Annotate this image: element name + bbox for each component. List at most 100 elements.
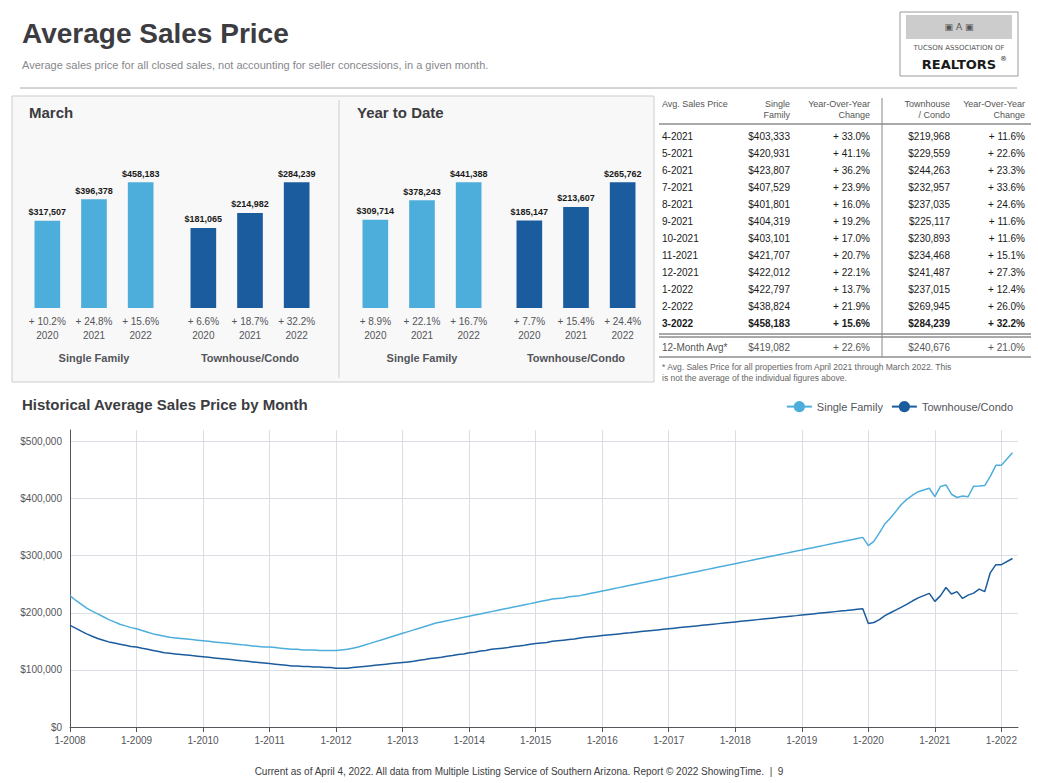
svg-text:+ 24.4%: + 24.4% [604,316,641,327]
svg-text:1-2009: 1-2009 [121,735,153,746]
svg-text:2-2022: 2-2022 [662,301,694,312]
svg-text:+ 15.4%: + 15.4% [558,316,595,327]
svg-text:+ 11.6%: + 11.6% [989,216,1025,227]
svg-text:Change: Change [993,110,1025,120]
svg-text:▣ A ▣: ▣ A ▣ [945,22,974,32]
svg-text:$237,035: $237,035 [908,199,950,210]
svg-text:1-2011: 1-2011 [254,735,285,746]
svg-text:+ 21.9%: + 21.9% [833,301,870,312]
svg-text:$269,945: $269,945 [908,301,950,312]
svg-text:+ 15.1%: + 15.1% [988,250,1025,261]
svg-text:$421,707: $421,707 [748,250,790,261]
svg-text:Average Sales Price: Average Sales Price [22,18,289,49]
svg-text:5-2021: 5-2021 [662,148,694,159]
svg-text:+ 15.6%: + 15.6% [122,316,159,327]
svg-text:1-2021: 1-2021 [919,735,951,746]
svg-text:$438,824: $438,824 [748,301,790,312]
svg-text:+ 33.6%: + 33.6% [988,182,1025,193]
svg-text:2022: 2022 [458,330,481,341]
svg-text:$401,801: $401,801 [748,199,790,210]
svg-text:+ 10.2%: + 10.2% [29,316,66,327]
svg-text:1-2019: 1-2019 [786,735,818,746]
svg-text:Townhouse/Condo: Townhouse/Condo [527,352,625,364]
svg-text:+ 20.7%: + 20.7% [833,250,870,261]
svg-text:+ 22.1%: + 22.1% [833,267,870,278]
svg-text:Historical Average Sales Price: Historical Average Sales Price by Month [22,396,308,413]
svg-text:+ 12.4%: + 12.4% [988,284,1025,295]
svg-text:Year-Over-Year: Year-Over-Year [963,99,1025,109]
svg-text:$234,468: $234,468 [908,250,950,261]
svg-text:$396,378: $396,378 [75,186,113,196]
svg-text:$458,183: $458,183 [748,318,790,329]
svg-text:4-2021: 4-2021 [662,131,694,142]
svg-text:$309,714: $309,714 [357,206,395,216]
svg-text:1-2017: 1-2017 [653,735,685,746]
svg-text:1-2014: 1-2014 [454,735,486,746]
svg-text:+ 32.2%: + 32.2% [988,318,1025,329]
svg-text:3-2022: 3-2022 [662,318,694,329]
svg-text:$419,082: $419,082 [748,342,790,353]
svg-text:$219,968: $219,968 [908,131,950,142]
svg-text:+ 15.6%: + 15.6% [833,318,870,329]
svg-text:$300,000: $300,000 [20,550,62,561]
svg-text:1-2022: 1-2022 [662,284,694,295]
svg-text:Single: Single [765,99,790,109]
svg-text:is not the average of the indi: is not the average of the individual fig… [662,373,847,383]
svg-text:$500,000: $500,000 [20,436,62,447]
svg-text:1-2013: 1-2013 [387,735,419,746]
svg-text:Average sales price for all cl: Average sales price for all closed sales… [22,59,488,71]
svg-text:REALTORS: REALTORS [922,57,996,72]
svg-text:$232,957: $232,957 [908,182,950,193]
svg-text:2022: 2022 [130,330,153,341]
svg-text:$407,529: $407,529 [748,182,790,193]
svg-text:2022: 2022 [612,330,635,341]
svg-text:11-2021: 11-2021 [662,250,698,261]
svg-text:$400,000: $400,000 [20,493,62,504]
svg-text:$403,333: $403,333 [748,131,790,142]
svg-text:$422,797: $422,797 [748,284,790,295]
svg-text:TUCSON ASSOCIATION OF: TUCSON ASSOCIATION OF [913,44,1005,52]
svg-text:+ 23.3%: + 23.3% [988,165,1025,176]
svg-text:+ 8.9%: + 8.9% [360,316,392,327]
svg-text:+ 13.7%: + 13.7% [833,284,870,295]
svg-text:Year-Over-Year: Year-Over-Year [808,99,870,109]
svg-text:+ 22.1%: + 22.1% [404,316,441,327]
svg-text:$404,319: $404,319 [748,216,790,227]
svg-text:2021: 2021 [411,330,434,341]
svg-text:$284,239: $284,239 [278,169,316,179]
svg-text:$378,243: $378,243 [403,187,441,197]
svg-text:®: ® [1000,55,1007,63]
svg-text:+ 7.7%: + 7.7% [514,316,546,327]
svg-text:March: March [29,104,73,121]
svg-text:+ 19.2%: + 19.2% [833,216,870,227]
svg-text:+ 21.0%: + 21.0% [988,342,1025,353]
svg-text:7-2021: 7-2021 [662,182,694,193]
svg-text:$229,559: $229,559 [908,148,950,159]
svg-text:1-2018: 1-2018 [720,735,752,746]
svg-text:* Avg. Sales Price for all pro: * Avg. Sales Price for all properties fr… [662,362,951,372]
svg-text:1-2008: 1-2008 [54,735,86,746]
svg-text:12-Month Avg*: 12-Month Avg* [662,342,728,353]
svg-text:+ 27.3%: + 27.3% [988,267,1025,278]
svg-text:$185,147: $185,147 [511,207,549,217]
svg-text:Townhouse: Townhouse [904,99,950,109]
svg-text:2020: 2020 [192,330,215,341]
svg-text:2020: 2020 [364,330,387,341]
svg-text:Single Family: Single Family [387,352,459,364]
svg-text:+ 11.6%: + 11.6% [989,233,1025,244]
svg-text:+ 26.0%: + 26.0% [988,301,1025,312]
svg-text:$244,263: $244,263 [908,165,950,176]
svg-text:1-2022: 1-2022 [986,735,1018,746]
svg-text:/ Condo: / Condo [918,110,950,120]
svg-text:Single Family: Single Family [817,401,884,413]
svg-text:1-2016: 1-2016 [587,735,619,746]
svg-text:1-2010: 1-2010 [187,735,219,746]
svg-text:+ 11.6%: + 11.6% [989,131,1025,142]
svg-text:2022: 2022 [286,330,309,341]
svg-text:$230,893: $230,893 [908,233,950,244]
svg-text:$423,807: $423,807 [748,165,790,176]
svg-text:+ 17.0%: + 17.0% [833,233,870,244]
svg-text:$181,065: $181,065 [185,214,223,224]
svg-text:2020: 2020 [36,330,59,341]
svg-text:$422,012: $422,012 [748,267,790,278]
